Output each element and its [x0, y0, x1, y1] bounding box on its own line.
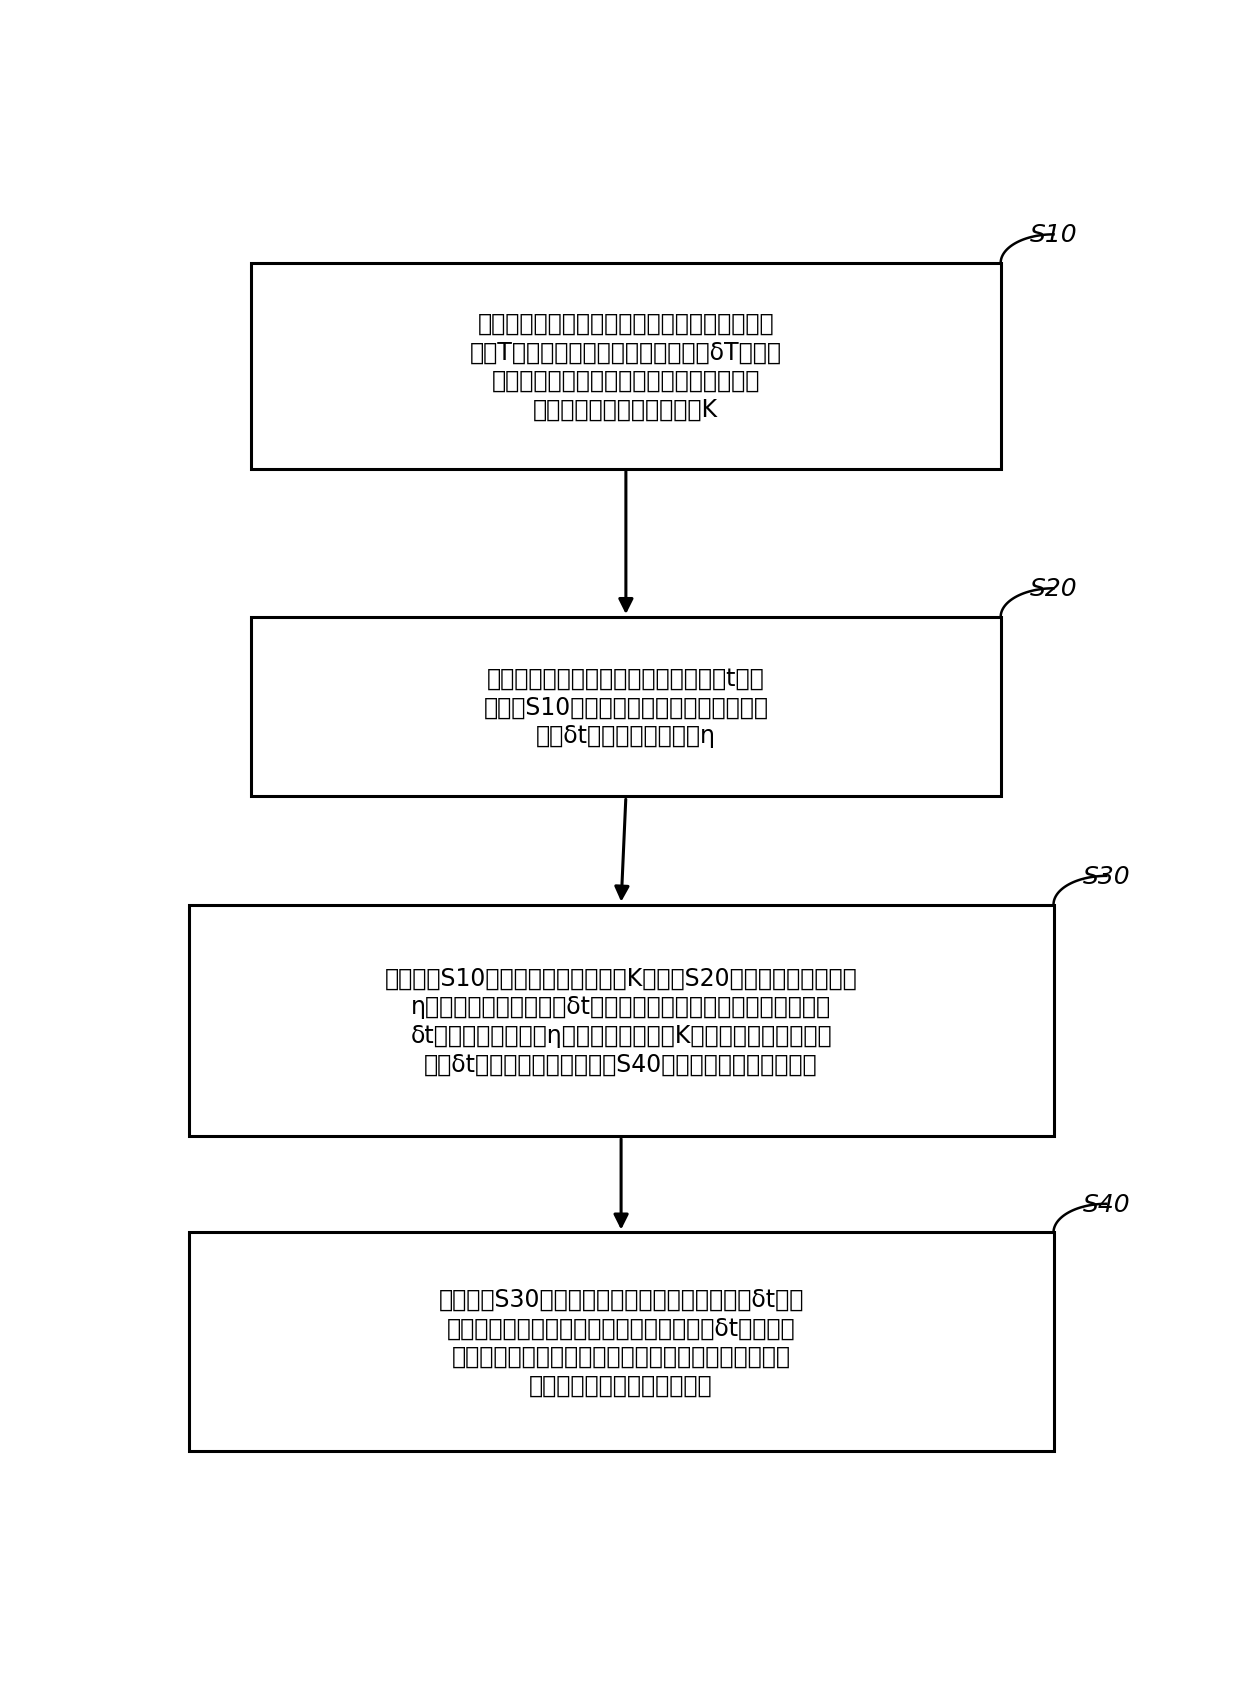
Text: 与步骤S10）相同的差分处理得到温度差值: 与步骤S10）相同的差分处理得到温度差值: [484, 696, 769, 720]
Text: 在一致性，则判断传感器异常: 在一致性，则判断传感器异常: [529, 1373, 713, 1397]
Text: 对列车在正常运行情况下传感器所测的温度数据: 对列车在正常运行情况下传感器所测的温度数据: [477, 312, 774, 336]
Text: 标准差序列，，并通过对标准差序列，进行: 标准差序列，，并通过对标准差序列，进行: [492, 368, 760, 394]
Text: S20: S20: [1029, 578, 1078, 601]
Text: 统计分析得到异常检测阈值K: 统计分析得到异常检测阈值K: [533, 397, 718, 422]
Text: S40: S40: [1083, 1192, 1130, 1216]
Text: 基于步骤S10）得到的异常检测阈值K及步骤S20）得到的标准差序列: 基于步骤S10）得到的异常检测阈值K及步骤S20）得到的标准差序列: [384, 966, 858, 990]
FancyBboxPatch shape: [250, 263, 1001, 470]
Text: 判断步骤S30）中存在异常的某段温度差值序列δt与正: 判断步骤S30）中存在异常的某段温度差值序列δt与正: [439, 1287, 804, 1311]
Text: η判断分段温度差值序列δt是否存在异常；如果某段温度差值序列: η判断分段温度差值序列δt是否存在异常；如果某段温度差值序列: [410, 995, 831, 1018]
FancyBboxPatch shape: [188, 905, 1054, 1137]
Text: 序列T进行差分处理得到温度差值序列δT的分段: 序列T进行差分处理得到温度差值序列δT的分段: [470, 339, 782, 365]
Text: 致性；如果存在一致性，则判断传感器正常，如果不存: 致性；如果存在一致性，则判断传感器正常，如果不存: [451, 1344, 791, 1368]
FancyBboxPatch shape: [188, 1233, 1054, 1451]
Text: 序列δt存在异常，并进入步骤S40），否则判断传感器正常: 序列δt存在异常，并进入步骤S40），否则判断传感器正常: [424, 1052, 818, 1076]
Text: 常基准序列及前一相邻时间段温度差值序列δt的分布一: 常基准序列及前一相邻时间段温度差值序列δt的分布一: [446, 1316, 795, 1339]
Text: S10: S10: [1029, 223, 1078, 247]
Text: δt的分段标准差序列η超出异常检测阈值K，则判断该段温度差值: δt的分段标准差序列η超出异常检测阈值K，则判断该段温度差值: [410, 1024, 832, 1047]
Text: 序列δt的分段标准差序列η: 序列δt的分段标准差序列η: [536, 725, 715, 748]
FancyBboxPatch shape: [250, 618, 1001, 797]
Text: 对实时输入的传感器所测温度数据序列t进行: 对实时输入的传感器所测温度数据序列t进行: [487, 667, 765, 691]
Text: S30: S30: [1083, 865, 1130, 888]
